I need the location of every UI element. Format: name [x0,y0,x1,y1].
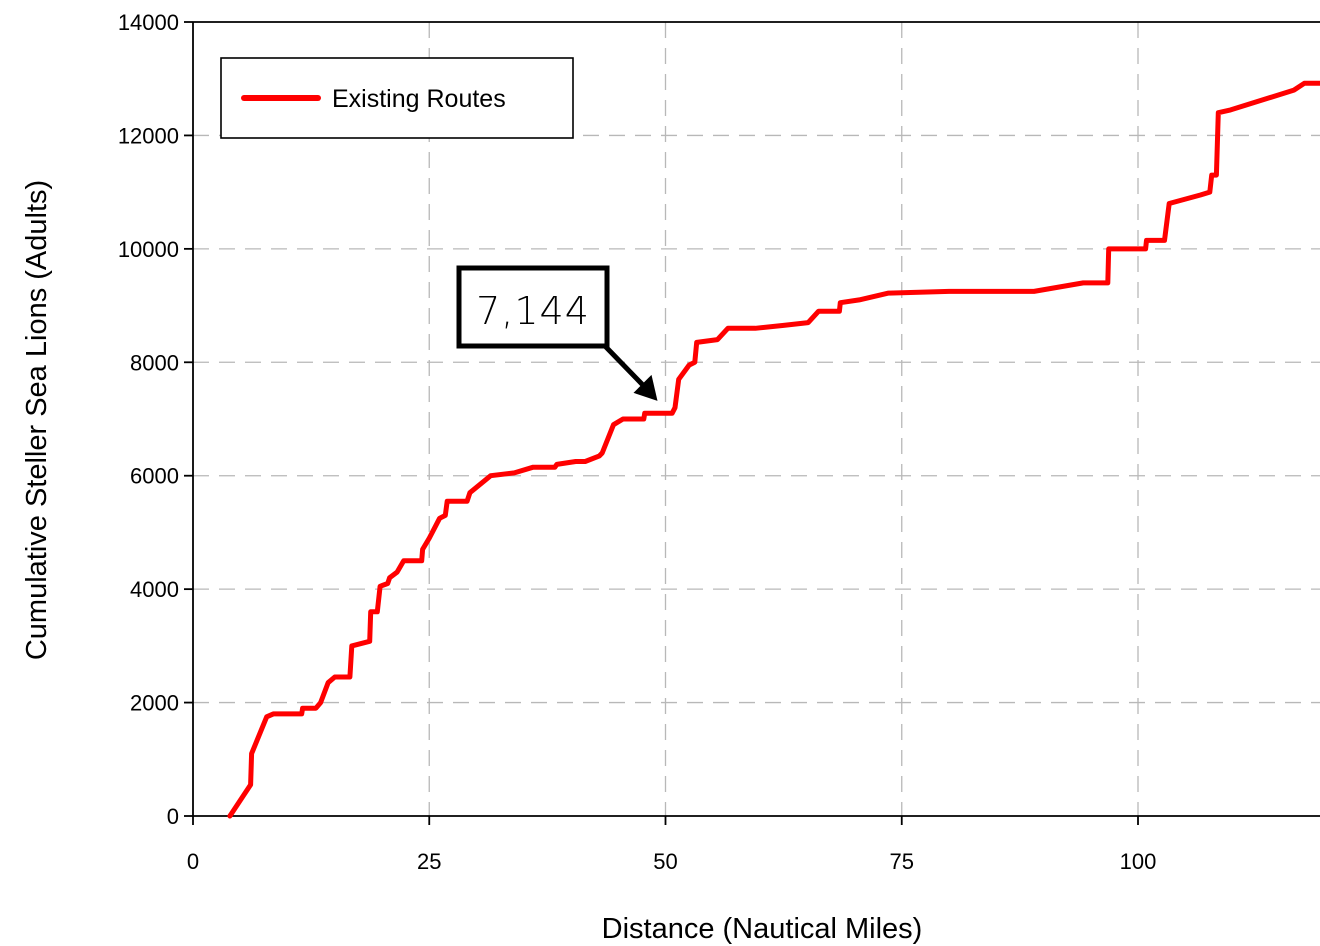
y-tick-label: 14000 [118,10,179,35]
tick-labels: 0 25 50 75 100 0 2000 4000 6000 8000 10000 12000 140… [118,10,1157,874]
y-tick-label: 8000 [130,350,179,375]
y-tick-label: 6000 [130,464,179,489]
series-line-existing-routes [227,80,1320,819]
x-tick-label: 0 [187,849,199,874]
x-tick-label: 75 [890,849,914,874]
callout-arrow [602,343,652,394]
axes [192,21,1320,817]
callout: 7,144 [456,265,658,401]
x-axis-title: Distance (Nautical Miles) [602,913,923,945]
y-tick-label: 10000 [118,237,179,262]
callout-arrowhead [633,374,658,401]
x-tick-label: 100 [1120,849,1157,874]
y-tick-label: 12000 [118,123,179,148]
y-tick-label: 2000 [130,691,179,716]
x-tick-label: 50 [653,849,677,874]
series-layer [227,80,1320,819]
x-tick-label: 25 [417,849,441,874]
y-tick-label: 0 [167,804,179,829]
callout-box [456,265,610,349]
legend: Existing Routes [220,57,574,139]
legend-label: Existing Routes [332,85,506,113]
y-axis-title: Cumulative Steller Sea Lions (Adults) [21,180,53,660]
grid-lines [193,22,1320,816]
y-tick-label: 4000 [130,577,179,602]
callout-label: 7,144 [476,289,590,333]
